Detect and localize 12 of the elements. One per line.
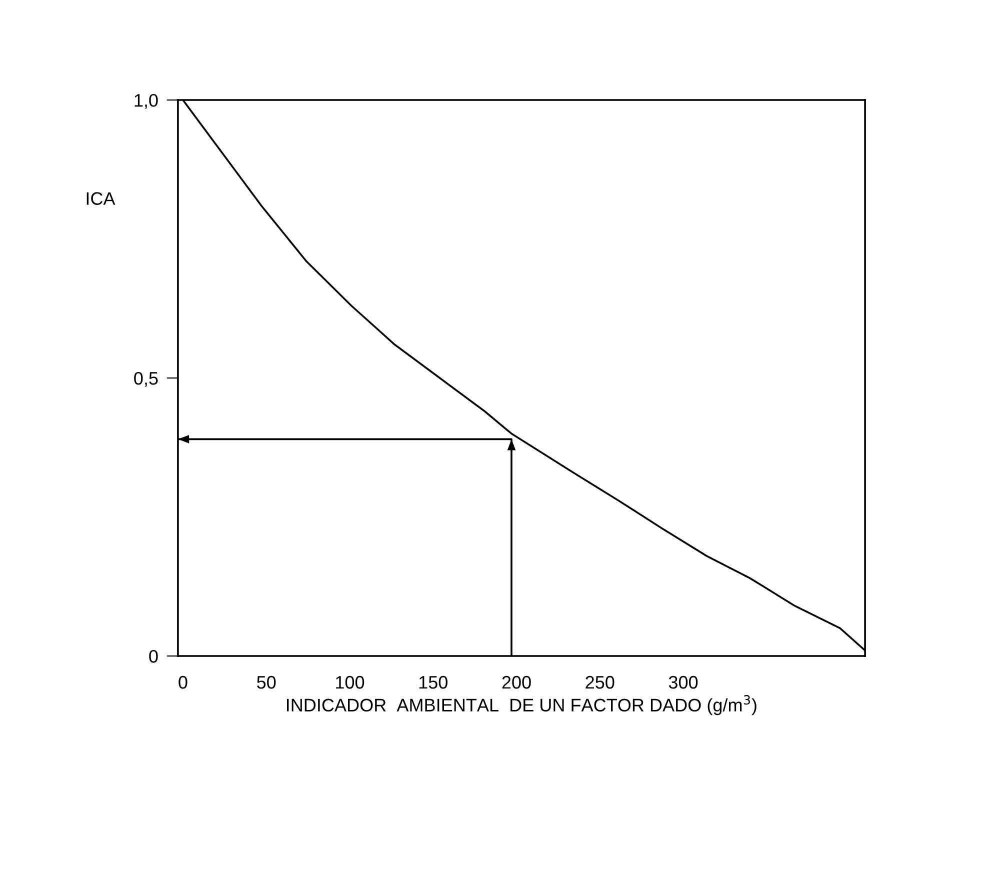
y-axis-title: ICA	[86, 192, 116, 205]
x-tick-label: 300	[668, 676, 698, 689]
x-tick-label: 0	[178, 676, 188, 689]
x-tick-label: 100	[336, 676, 364, 689]
x-tick-label: 200	[502, 676, 531, 689]
y-tick-label: 0,5	[134, 372, 158, 387]
x-axis-title: INDICADOR AMBIENTAL DE UN FACTOR DADO (g/m$^{3}$)	[287, 695, 756, 716]
x-tick-label: 50	[257, 676, 276, 689]
y-tick-label: 0	[149, 650, 158, 663]
x-tick-label: 150	[419, 676, 448, 689]
x-tick-label: 250	[586, 676, 614, 689]
y-tick-label: 1,0	[134, 94, 158, 109]
